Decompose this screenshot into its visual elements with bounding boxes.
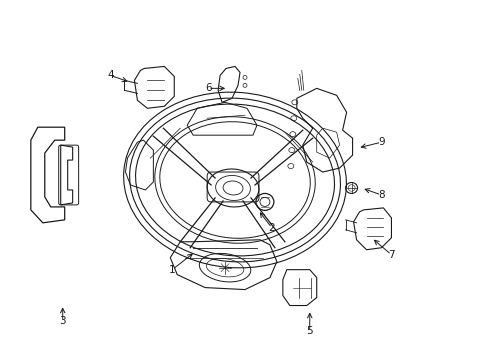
Text: 4: 4 bbox=[107, 71, 114, 80]
Text: 3: 3 bbox=[59, 316, 66, 327]
Text: 1: 1 bbox=[169, 265, 175, 275]
Text: 7: 7 bbox=[387, 250, 394, 260]
Text: 6: 6 bbox=[204, 84, 211, 93]
Text: 9: 9 bbox=[377, 137, 384, 147]
Text: 8: 8 bbox=[377, 190, 384, 200]
Text: 5: 5 bbox=[306, 327, 312, 336]
Text: 2: 2 bbox=[268, 223, 275, 233]
